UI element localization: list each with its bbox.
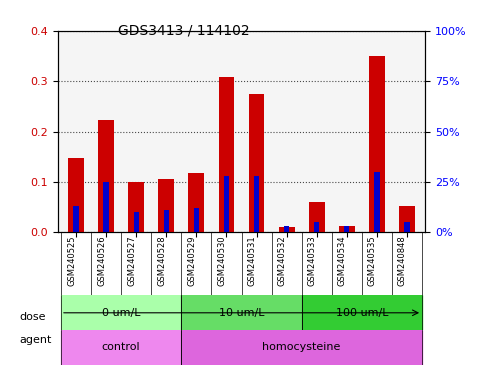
Text: GSM240531: GSM240531 [248,235,256,286]
Bar [224,176,229,232]
Bar [158,179,174,232]
Text: GSM240534: GSM240534 [338,235,347,286]
Text: 0 um/L: 0 um/L [102,308,141,318]
Bar [103,182,109,232]
Bar [399,206,415,232]
Text: agent: agent [19,335,52,345]
Bar [73,206,79,232]
Bar [61,330,181,365]
Text: GDS3413 / 114102: GDS3413 / 114102 [118,23,249,37]
Bar [339,227,355,232]
Text: GSM240533: GSM240533 [308,235,317,286]
Text: 100 um/L: 100 um/L [336,308,388,318]
Bar [314,222,319,232]
Bar [404,222,410,232]
Legend: transformed count, percentile rank within the sample: transformed count, percentile rank withi… [62,318,232,339]
Text: GSM240525: GSM240525 [67,235,76,286]
Bar [181,295,302,330]
Bar [68,158,84,232]
Text: homocysteine: homocysteine [262,343,341,353]
Text: GSM240527: GSM240527 [127,235,136,286]
Text: GSM240526: GSM240526 [97,235,106,286]
Bar [254,176,259,232]
Text: control: control [102,343,141,353]
Text: GSM240535: GSM240535 [368,235,377,286]
Text: GSM240530: GSM240530 [217,235,227,286]
Bar [194,208,199,232]
Bar [279,227,295,232]
Bar [374,172,380,232]
Text: GSM240532: GSM240532 [278,235,286,286]
Text: GSM240529: GSM240529 [187,235,197,286]
Bar [369,56,385,232]
Bar [188,173,204,232]
Bar [61,295,181,330]
Bar [98,121,114,232]
Bar [284,227,289,232]
Text: 10 um/L: 10 um/L [219,308,264,318]
Bar [302,295,422,330]
Bar [181,330,422,365]
Bar [134,212,139,232]
Bar [344,227,349,232]
Bar [309,202,325,232]
Bar [249,94,265,232]
Text: GSM240528: GSM240528 [157,235,166,286]
Bar [219,77,234,232]
Bar [128,182,144,232]
Bar [164,210,169,232]
Text: dose: dose [19,312,46,322]
Text: GSM240848: GSM240848 [398,235,407,286]
